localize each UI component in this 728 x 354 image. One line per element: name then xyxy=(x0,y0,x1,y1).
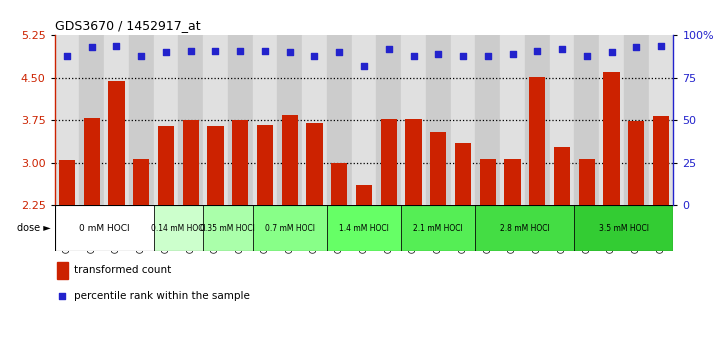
Text: 0.7 mM HOCl: 0.7 mM HOCl xyxy=(265,224,314,233)
Point xyxy=(556,46,568,52)
Point xyxy=(185,48,197,53)
Point xyxy=(57,293,68,298)
Bar xyxy=(579,159,595,333)
Bar xyxy=(376,35,401,205)
Bar xyxy=(430,132,446,333)
Text: 1.4 mM HOCl: 1.4 mM HOCl xyxy=(339,224,389,233)
Bar xyxy=(628,121,644,333)
Bar xyxy=(550,35,574,205)
Bar xyxy=(401,205,475,251)
Bar xyxy=(59,160,75,333)
Point xyxy=(606,50,617,55)
Bar xyxy=(500,35,525,205)
Bar xyxy=(203,205,253,251)
Bar xyxy=(232,120,248,333)
Bar xyxy=(574,35,599,205)
Bar xyxy=(129,35,154,205)
Point xyxy=(111,43,122,48)
Bar xyxy=(253,205,327,251)
Text: 0.35 mM HOCl: 0.35 mM HOCl xyxy=(200,224,256,233)
Bar xyxy=(58,262,68,279)
Text: 2.1 mM HOCl: 2.1 mM HOCl xyxy=(414,224,463,233)
Text: dose ►: dose ► xyxy=(17,223,51,233)
Bar xyxy=(451,35,475,205)
Point xyxy=(457,53,469,59)
Bar xyxy=(604,72,620,333)
Point xyxy=(259,48,271,53)
Bar xyxy=(401,35,426,205)
Bar xyxy=(302,35,327,205)
Bar xyxy=(649,35,673,205)
Point xyxy=(61,53,73,59)
Bar xyxy=(55,205,154,251)
Point xyxy=(309,53,320,59)
Bar xyxy=(183,120,199,333)
Text: 0 mM HOCl: 0 mM HOCl xyxy=(79,224,130,233)
Bar xyxy=(381,119,397,333)
Bar xyxy=(554,147,570,333)
Bar xyxy=(108,81,124,333)
Point xyxy=(482,53,494,59)
Text: 3.5 mM HOCl: 3.5 mM HOCl xyxy=(599,224,649,233)
Text: 0.14 mM HOCl: 0.14 mM HOCl xyxy=(151,224,206,233)
Point xyxy=(507,51,518,57)
Bar xyxy=(480,159,496,333)
Text: 2.8 mM HOCl: 2.8 mM HOCl xyxy=(500,224,550,233)
Point xyxy=(581,53,593,59)
Bar xyxy=(277,35,302,205)
Bar xyxy=(352,35,376,205)
Bar xyxy=(178,35,203,205)
Point xyxy=(135,53,147,59)
Bar xyxy=(405,119,422,333)
Bar xyxy=(79,35,104,205)
Bar xyxy=(257,125,273,333)
Bar xyxy=(574,205,673,251)
Point xyxy=(210,48,221,53)
Point xyxy=(630,45,642,50)
Bar xyxy=(55,35,79,205)
Bar xyxy=(426,35,451,205)
Point xyxy=(86,45,98,50)
Bar xyxy=(133,159,149,333)
Bar xyxy=(475,35,500,205)
Bar xyxy=(327,205,401,251)
Bar xyxy=(203,35,228,205)
Point xyxy=(655,43,667,48)
Bar xyxy=(253,35,277,205)
Point xyxy=(284,50,296,55)
Bar xyxy=(356,185,372,333)
Bar xyxy=(529,77,545,333)
Bar xyxy=(282,115,298,333)
Text: transformed count: transformed count xyxy=(74,265,171,275)
Bar xyxy=(104,35,129,205)
Bar xyxy=(327,35,352,205)
Point xyxy=(432,51,444,57)
Bar xyxy=(158,126,174,333)
Point xyxy=(160,50,172,55)
Point xyxy=(531,48,543,53)
Bar xyxy=(228,35,253,205)
Bar xyxy=(207,126,223,333)
Bar xyxy=(599,35,624,205)
Text: GDS3670 / 1452917_at: GDS3670 / 1452917_at xyxy=(55,19,200,32)
Bar xyxy=(624,35,649,205)
Bar xyxy=(154,35,178,205)
Point xyxy=(234,48,246,53)
Point xyxy=(383,46,395,52)
Point xyxy=(333,50,345,55)
Bar xyxy=(653,116,669,333)
Point xyxy=(358,63,370,69)
Bar xyxy=(505,159,521,333)
Bar xyxy=(455,143,471,333)
Bar xyxy=(84,118,100,333)
Bar xyxy=(306,123,323,333)
Bar xyxy=(154,205,203,251)
Bar xyxy=(475,205,574,251)
Text: percentile rank within the sample: percentile rank within the sample xyxy=(74,291,250,301)
Bar xyxy=(331,163,347,333)
Bar xyxy=(525,35,550,205)
Point xyxy=(408,53,419,59)
